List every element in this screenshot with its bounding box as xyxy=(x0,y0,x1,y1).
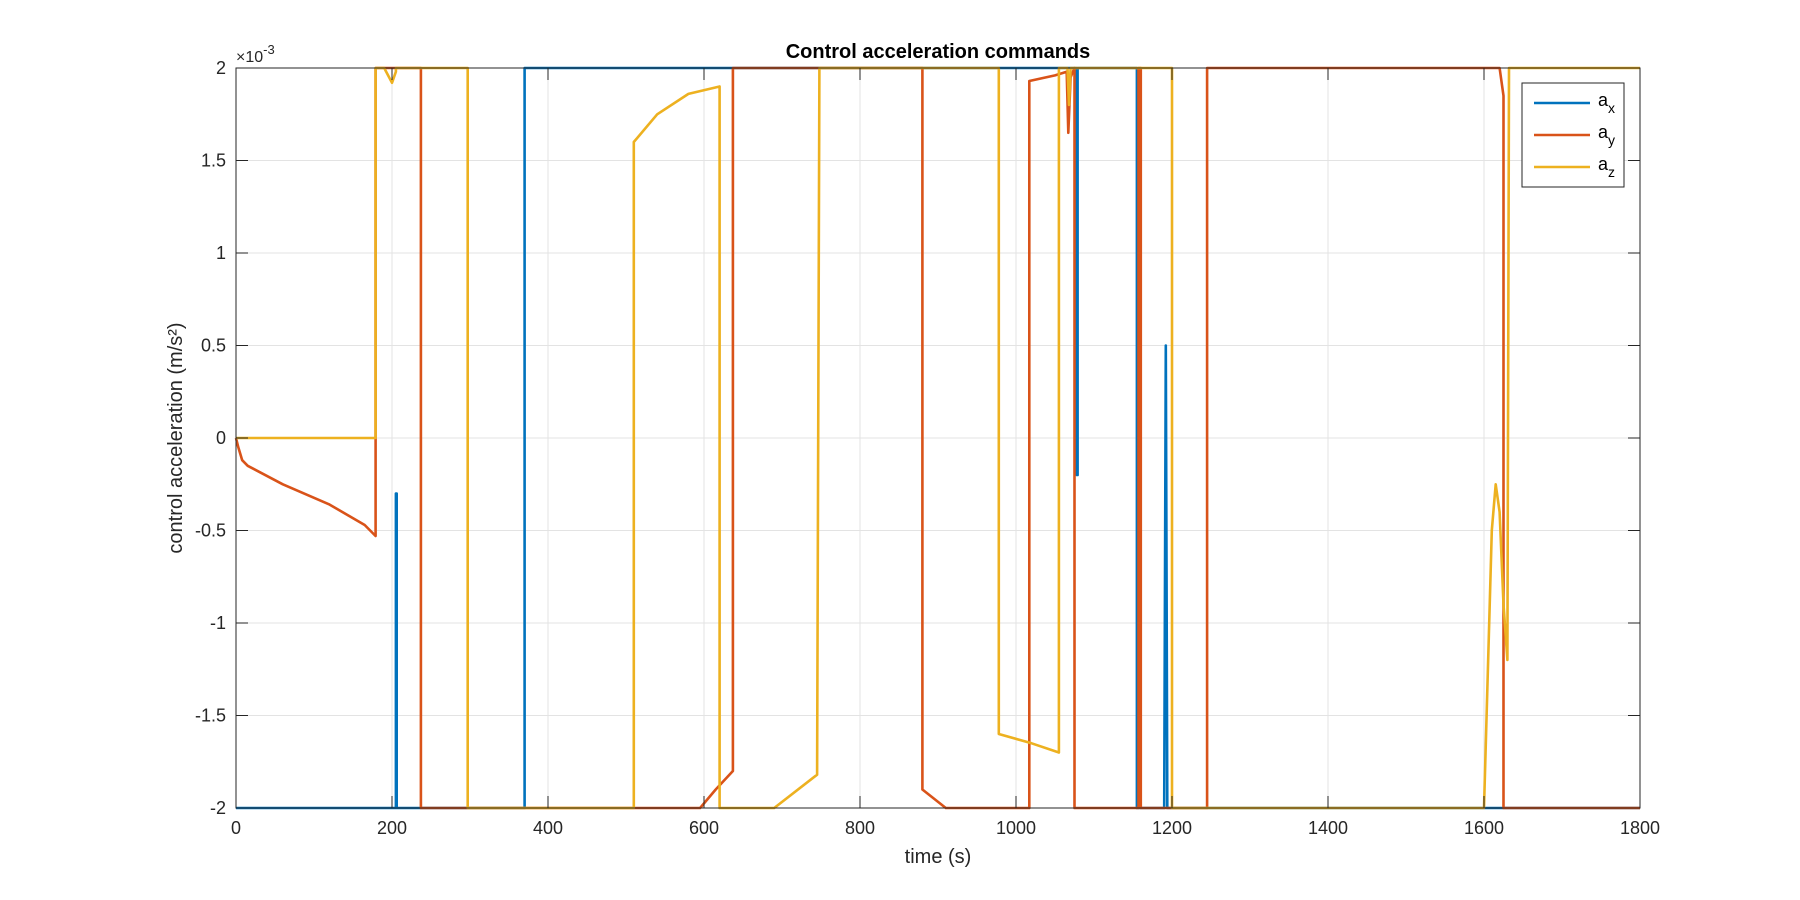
legend-entry: az xyxy=(1534,154,1615,180)
y-tick-label: 2 xyxy=(216,58,226,78)
chart-title: Control acceleration commands xyxy=(786,41,1091,63)
y-tick-label: 0 xyxy=(216,428,226,448)
y-axis-label: control acceleration (m/s²) xyxy=(165,322,187,553)
legend-entry: ay xyxy=(1534,122,1615,148)
y-tick-label: -1 xyxy=(210,613,226,633)
y-tick-label: 1.5 xyxy=(201,151,226,171)
y-exponent-power: -3 xyxy=(263,42,275,57)
legend-label: ax xyxy=(1598,90,1615,116)
legend: ax ay az xyxy=(1521,82,1625,188)
y-exponent-base: ×10 xyxy=(236,49,263,66)
x-tick-label: 1600 xyxy=(1464,818,1504,838)
legend-entry: ax xyxy=(1534,90,1615,116)
x-tick-label: 200 xyxy=(377,818,407,838)
x-tick-label: 0 xyxy=(231,818,241,838)
y-tick-label: -1.5 xyxy=(195,706,226,726)
y-exponent: ×10-3 xyxy=(236,42,275,66)
axes xyxy=(235,67,1641,809)
y-tick-label: -2 xyxy=(210,798,226,818)
legend-label: ay xyxy=(1598,122,1615,148)
x-tick-label: 1800 xyxy=(1620,818,1660,838)
y-tick-label: -0.5 xyxy=(195,521,226,541)
x-tick-label: 800 xyxy=(845,818,875,838)
svg-text:×10-3: ×10-3 xyxy=(236,42,275,66)
y-tick-label: 0.5 xyxy=(201,336,226,356)
tick-labels: 0 200 400 600 800 1000 1200 1400 1600 1800 -2 -1.5 -… xyxy=(195,58,1660,838)
x-axis-label: time (s) xyxy=(905,846,972,868)
x-tick-label: 400 xyxy=(533,818,563,838)
x-tick-label: 600 xyxy=(689,818,719,838)
x-tick-label: 1000 xyxy=(996,818,1036,838)
x-tick-label: 1400 xyxy=(1308,818,1348,838)
y-tick-label: 1 xyxy=(216,243,226,263)
x-tick-label: 1200 xyxy=(1152,818,1192,838)
legend-label: az xyxy=(1598,154,1615,180)
